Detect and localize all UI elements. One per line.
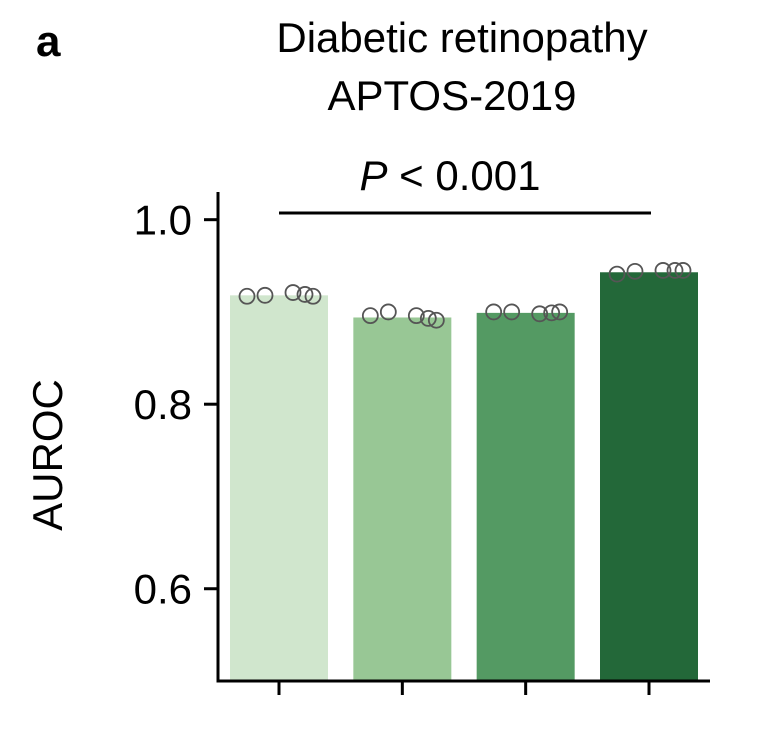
bars-group bbox=[230, 272, 698, 681]
bar-3-point-5 bbox=[551, 303, 569, 321]
bar-1-point-4 bbox=[296, 286, 314, 303]
bar-4-point-2 bbox=[626, 262, 644, 280]
bar-1-point-5 bbox=[304, 287, 322, 305]
y-axis-label: AUROC bbox=[24, 379, 71, 531]
bar-2-point-3 bbox=[407, 307, 425, 325]
bar-4-point-3 bbox=[654, 262, 672, 279]
y-tick-label-1.0: 1.0 bbox=[134, 197, 192, 244]
bar-4-point-4 bbox=[666, 262, 684, 279]
bar-3 bbox=[476, 312, 575, 681]
bar-4 bbox=[600, 272, 698, 681]
chart-subtitle: APTOS-2019 bbox=[327, 72, 576, 119]
significance-p: P bbox=[360, 152, 388, 199]
significance-value: < 0.001 bbox=[388, 152, 541, 199]
significance-annotation: P < 0.001 bbox=[279, 152, 651, 215]
bar-1-point-3 bbox=[284, 284, 302, 301]
bar-1-point-2 bbox=[256, 286, 274, 304]
bar-2 bbox=[353, 317, 452, 681]
bar-4-point-5 bbox=[674, 262, 692, 279]
bar-3-point-1 bbox=[485, 303, 503, 321]
svg-text:P < 0.001: P < 0.001 bbox=[360, 152, 541, 199]
axes-group: 0.6 0.8 1.0 bbox=[134, 192, 710, 695]
bar-2-point-2 bbox=[379, 303, 397, 321]
bar-2-point-1 bbox=[361, 307, 379, 325]
bar-3-point-4 bbox=[543, 304, 561, 322]
bar-3-point-2 bbox=[503, 303, 521, 321]
bar-2-point-5 bbox=[427, 311, 445, 329]
bar-3-point-3 bbox=[531, 305, 549, 323]
y-tick-label-0.8: 0.8 bbox=[134, 381, 192, 428]
bar-1-point-1 bbox=[238, 287, 256, 305]
bar-2-point-4 bbox=[419, 310, 437, 327]
panel-label: a bbox=[36, 17, 61, 66]
bar-4-point-1 bbox=[608, 265, 626, 283]
points-group bbox=[238, 262, 692, 329]
y-tick-label-0.6: 0.6 bbox=[134, 566, 192, 613]
bar-1 bbox=[230, 295, 328, 681]
chart-title: Diabetic retinopathy bbox=[276, 14, 647, 61]
